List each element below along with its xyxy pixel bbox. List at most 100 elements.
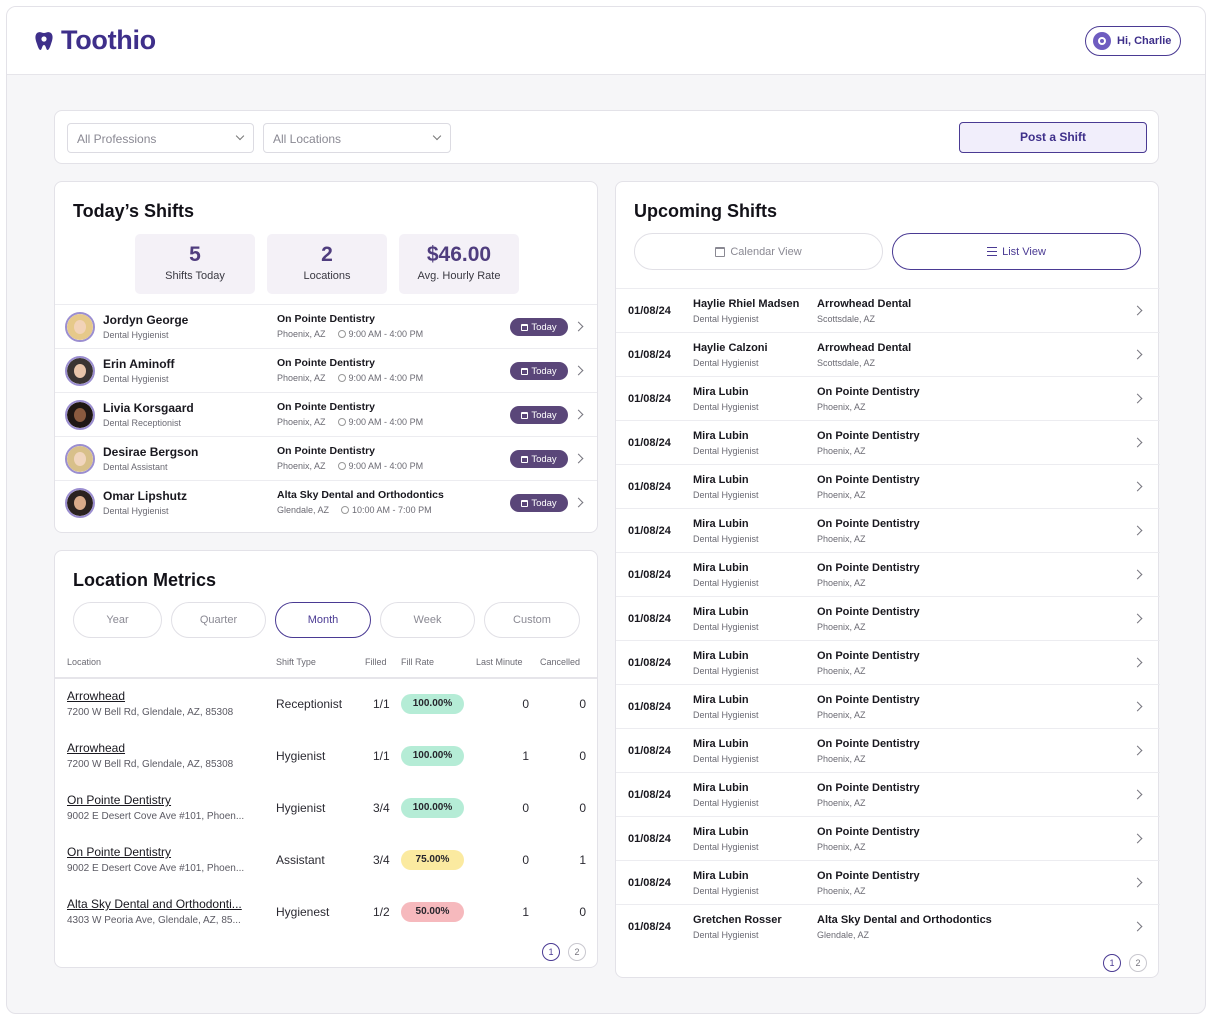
location-address: 7200 W Bell Rd, Glendale, AZ, 85308 [67,759,234,770]
todays-shifts-card: Today’s Shifts 5 Shifts Today 2 Location… [54,181,598,533]
location-link[interactable]: Alta Sky Dental and Orthodonti... [67,897,242,911]
chevron-right-icon[interactable] [573,453,584,464]
location-address: 4303 W Peoria Ave, Glendale, AZ, 85... [67,915,241,926]
worker-name: Mira Lubin [693,650,749,662]
chevron-right-icon[interactable] [1132,481,1143,492]
upcoming-page-2[interactable]: 2 [1129,954,1147,972]
worker-name: Mira Lubin [693,562,749,574]
shift-date: 01/08/24 [628,305,671,317]
upcoming-shift-row[interactable]: 01/08/24 Haylie Calzoni Dental Hygienist… [616,332,1160,376]
period-tab-month[interactable]: Month [275,602,371,638]
calendar-view-button[interactable]: Calendar View [634,233,883,270]
top-header: Toothio Hi, Charlie [7,7,1205,75]
shift-date: 01/08/24 [628,701,671,713]
period-tab-week[interactable]: Week [380,602,475,638]
upcoming-shift-row[interactable]: 01/08/24 Mira Lubin Dental Hygienist On … [616,816,1160,860]
clinic-name: On Pointe Dentistry [817,474,920,486]
column-header[interactable]: Cancelled [540,657,581,667]
chevron-right-icon[interactable] [573,365,584,376]
chevron-right-icon[interactable] [573,497,584,508]
clinic-city: Phoenix, AZ [817,754,866,764]
today-badge-label: Today [531,409,557,421]
cancelled-count: 1 [579,853,586,867]
profession-select-value: All Professions [77,132,157,146]
upcoming-shift-row[interactable]: 01/08/24 Mira Lubin Dental Hygienist On … [616,772,1160,816]
upcoming-shift-row[interactable]: 01/08/24 Gretchen Rosser Dental Hygienis… [616,904,1160,948]
location-link[interactable]: On Pointe Dentistry [67,845,172,859]
clinic-name: Alta Sky Dental and Orthodontics [277,489,444,501]
upcoming-page-1[interactable]: 1 [1103,954,1121,972]
calendar-icon [521,411,529,419]
chevron-right-icon[interactable] [1132,305,1143,316]
chevron-right-icon[interactable] [1132,613,1143,624]
chevron-right-icon[interactable] [1132,569,1143,580]
today-shift-row[interactable]: Livia Korsgaard Dental Receptionist On P… [55,392,597,436]
chevron-right-icon[interactable] [1132,701,1143,712]
upcoming-shift-row[interactable]: 01/08/24 Mira Lubin Dental Hygienist On … [616,552,1160,596]
user-menu-button[interactable]: Hi, Charlie [1085,26,1181,56]
period-tab-custom[interactable]: Custom [484,602,580,638]
clinic-name: Arrowhead Dental [817,298,912,310]
upcoming-shift-row[interactable]: 01/08/24 Mira Lubin Dental Hygienist On … [616,376,1160,420]
chevron-right-icon[interactable] [573,409,584,420]
shift-time: 9:00 AM - 4:00 PM [348,373,424,383]
last-minute-count: 0 [522,801,529,815]
upcoming-shift-row[interactable]: 01/08/24 Mira Lubin Dental Hygienist On … [616,464,1160,508]
chevron-right-icon[interactable] [1132,349,1143,360]
today-badge-label: Today [531,497,557,509]
chevron-right-icon[interactable] [1132,877,1143,888]
chevron-right-icon[interactable] [1132,393,1143,404]
post-shift-button[interactable]: Post a Shift [959,122,1147,153]
shift-time: 9:00 AM - 4:00 PM [348,461,424,471]
worker-name: Omar Lipshutz [103,489,188,503]
upcoming-shift-row[interactable]: 01/08/24 Mira Lubin Dental Hygienist On … [616,684,1160,728]
chevron-right-icon[interactable] [1132,657,1143,668]
today-shift-row[interactable]: Erin Aminoff Dental Hygienist On Pointe … [55,348,597,392]
worker-role: Dental Hygienist [693,754,759,764]
clinic-city: Glendale, AZ [817,930,870,940]
upcoming-shift-row[interactable]: 01/08/24 Mira Lubin Dental Hygienist On … [616,728,1160,772]
worker-role: Dental Hygienist [693,666,759,676]
clinic-city: Phoenix, AZ [817,446,866,456]
chevron-right-icon[interactable] [1132,833,1143,844]
clinic-name: On Pointe Dentistry [277,357,376,369]
worker-name: Erin Aminoff [103,357,175,371]
location-link[interactable]: Arrowhead [67,741,126,755]
chevron-right-icon[interactable] [1132,525,1143,536]
brand-logo[interactable]: Toothio [33,25,156,56]
period-tab-quarter[interactable]: Quarter [171,602,266,638]
upcoming-shift-row[interactable]: 01/08/24 Mira Lubin Dental Hygienist On … [616,640,1160,684]
metrics-page-1[interactable]: 1 [542,943,560,961]
today-shift-row[interactable]: Omar Lipshutz Dental Hygienist Alta Sky … [55,480,597,524]
column-header[interactable]: Location [67,657,102,667]
today-badge-label: Today [531,453,557,465]
location-link[interactable]: Arrowhead [67,689,126,703]
today-badge-label: Today [531,321,557,333]
chevron-right-icon[interactable] [573,321,584,332]
shift-date: 01/08/24 [628,745,671,757]
list-view-button[interactable]: List View [892,233,1141,270]
column-header[interactable]: Filled [365,657,387,667]
chevron-right-icon[interactable] [1132,921,1143,932]
location-select[interactable]: All Locations [263,123,451,153]
chevron-right-icon[interactable] [1132,437,1143,448]
upcoming-shift-row[interactable]: 01/08/24 Mira Lubin Dental Hygienist On … [616,420,1160,464]
upcoming-shift-row[interactable]: 01/08/24 Mira Lubin Dental Hygienist On … [616,508,1160,552]
metrics-page-2[interactable]: 2 [568,943,586,961]
column-header[interactable]: Fill Rate [401,657,435,667]
profession-select[interactable]: All Professions [67,123,254,153]
period-tab-year[interactable]: Year [73,602,162,638]
location-link[interactable]: On Pointe Dentistry [67,793,172,807]
list-view-label: List View [1002,245,1046,258]
chevron-right-icon[interactable] [1132,745,1143,756]
upcoming-shift-row[interactable]: 01/08/24 Haylie Rhiel Madsen Dental Hygi… [616,288,1160,332]
worker-role: Dental Hygienist [103,330,169,340]
chevron-right-icon[interactable] [1132,789,1143,800]
column-header[interactable]: Last Minute [476,657,523,667]
column-header[interactable]: Shift Type [276,657,316,667]
shift-type: Hygienest [276,905,330,919]
today-shift-row[interactable]: Jordyn George Dental Hygienist On Pointe… [55,304,597,348]
today-shift-row[interactable]: Desirae Bergson Dental Assistant On Poin… [55,436,597,480]
upcoming-shift-row[interactable]: 01/08/24 Mira Lubin Dental Hygienist On … [616,860,1160,904]
upcoming-shift-row[interactable]: 01/08/24 Mira Lubin Dental Hygienist On … [616,596,1160,640]
